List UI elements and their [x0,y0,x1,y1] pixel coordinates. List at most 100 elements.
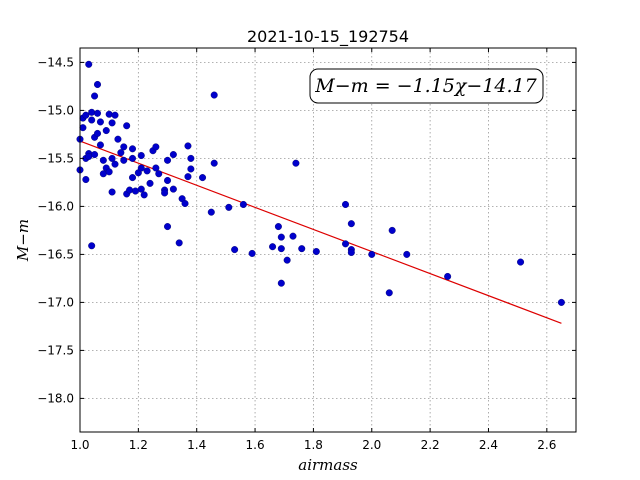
fit-annotation: M−m = −1.15χ−14.17 [309,68,544,104]
data-point [184,142,192,150]
data-point [129,154,137,162]
data-point [184,173,192,181]
data-point [96,141,104,149]
data-point [123,122,131,130]
grid-layer [79,48,576,432]
y-tick-label: −16.5 [37,247,74,261]
data-point [277,233,285,241]
data-point [210,159,218,167]
data-point [85,152,93,160]
data-point [140,191,148,199]
data-point [231,246,239,254]
y-tick-label: −14.5 [37,55,74,69]
data-point [169,185,177,193]
data-point [210,91,218,99]
data-point [94,109,102,117]
x-tick-label: 1.4 [187,438,206,452]
data-point [385,289,393,297]
x-tick-label: 1.0 [70,438,89,452]
data-point [225,203,233,211]
data-point [88,242,96,250]
data-point [131,187,139,195]
x-axis-label: airmass [298,456,358,474]
data-point [277,279,285,287]
x-tick-label: 1.6 [246,438,265,452]
data-point [79,124,87,132]
data-point [105,110,113,118]
data-point [117,149,125,157]
y-tick-label: −17.5 [37,343,74,357]
data-point [105,168,113,176]
data-point [444,272,452,280]
data-point [111,111,119,119]
y-tick-label: −18.0 [37,391,74,405]
data-point [108,154,116,162]
data-point [557,298,565,306]
data-point [517,258,525,266]
data-point [155,170,163,178]
chart-title: 2021-10-15_192754 [247,27,409,47]
data-point [120,143,128,151]
annotation-box [309,68,544,104]
data-point [347,220,355,228]
data-point [85,60,93,68]
plot-frame [79,47,577,433]
x-tick-label: 2.6 [537,438,556,452]
data-point [94,80,102,88]
x-tick-label: 2.4 [479,438,498,452]
data-point [207,208,215,216]
y-tick-label: −16.0 [37,199,74,213]
data-point [164,223,172,231]
data-point [111,160,119,168]
data-point [169,151,177,159]
x-tick-label: 1.8 [304,438,323,452]
data-point [152,143,160,151]
tick-layer: 1.0 1.2 1.4 1.6 1.8 2.0 2.2 2.4 2.6 −14.5 −15.0 −15… [37,48,576,452]
data-point [368,250,376,258]
data-point [88,116,96,124]
data-point [312,248,320,256]
data-point [129,145,137,153]
data-point [99,170,107,178]
data-point [137,152,145,160]
data-point [164,156,172,164]
data-point [164,176,172,184]
data-point [269,243,277,251]
data-point [137,185,145,193]
x-tick-label: 1.2 [129,438,148,452]
data-point [187,154,195,162]
data-point [102,127,110,135]
data-point [298,245,306,253]
data-point [187,165,195,173]
data-point [88,108,96,116]
data-point [91,151,99,159]
fit-equation: M−m = −1.15χ−14.17 [314,75,537,97]
data-point [152,164,160,172]
data-point [126,186,134,194]
data-point [292,159,300,167]
y-tick-label: −15.5 [37,151,74,165]
data-point [99,156,107,164]
data-point [161,189,169,197]
data-point [347,248,355,256]
data-point [82,111,90,119]
data-point [283,256,291,264]
data-point [403,250,411,258]
data-point [342,240,350,248]
data-point [91,92,99,100]
data-point [143,167,151,175]
y-tick-label: −15.0 [37,103,74,117]
data-point [82,176,90,184]
y-axis-label: M−m [14,219,32,262]
data-point [137,164,145,172]
x-tick-label: 2.2 [421,438,440,452]
data-point [129,174,137,182]
data-point [277,245,285,253]
data-point [175,239,183,247]
y-tick-label: −17.0 [37,295,74,309]
x-tick-label: 2.0 [362,438,381,452]
data-point [96,118,104,126]
data-point [199,174,207,182]
